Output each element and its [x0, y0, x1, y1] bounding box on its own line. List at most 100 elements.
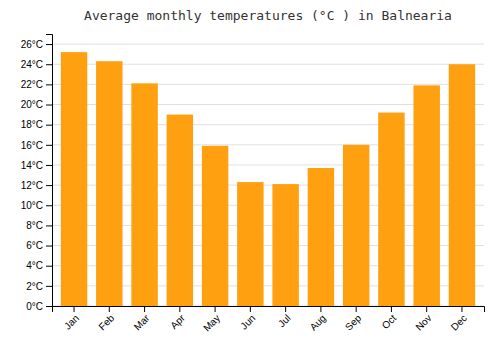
y-tick-label: 8°C	[26, 220, 43, 231]
y-tick: 24°C	[21, 59, 52, 70]
x-tick-mark	[426, 306, 427, 312]
y-tick: 4°C	[26, 260, 52, 271]
y-tick-label: 18°C	[21, 119, 43, 130]
bar	[308, 168, 334, 306]
y-tick-mark	[46, 286, 52, 287]
x-tick: Mar	[132, 306, 152, 332]
y-tick-label: 26°C	[21, 39, 43, 50]
x-tick-mark	[109, 306, 110, 312]
x-tick-mark	[179, 306, 180, 312]
bar	[237, 182, 263, 306]
x-tick-label: Aug	[308, 312, 328, 332]
x-tick-label: Apr	[168, 312, 187, 331]
x-tick: May	[201, 306, 222, 334]
x-tick: Oct	[380, 306, 399, 331]
bar	[272, 184, 298, 306]
y-tick: 20°C	[21, 99, 52, 110]
y-tick-label: 6°C	[26, 240, 43, 251]
y-axis: 0°C 2°C 4°C 6°C 8°C 10°C 12°C 14°C 16°C 18°C 20°C 2…	[21, 35, 53, 312]
y-tick: 18°C	[21, 119, 52, 130]
y-tick-mark	[46, 105, 52, 106]
x-tick-label: Dec	[449, 312, 469, 332]
y-tick-mark	[46, 64, 52, 65]
y-tick-mark	[46, 185, 52, 186]
bar	[131, 83, 157, 306]
grid	[52, 44, 484, 306]
y-tick: 12°C	[21, 180, 52, 191]
y-tick-label: 12°C	[21, 180, 43, 191]
y-tick-label: 2°C	[26, 281, 43, 292]
y-tick: 6°C	[26, 240, 52, 251]
y-tick: 26°C	[21, 39, 52, 50]
title: Average monthly temperatures (°C ) in Ba…	[84, 8, 452, 23]
y-tick-mark	[46, 306, 52, 307]
bar	[96, 61, 122, 306]
x-tick: Jul	[276, 306, 293, 329]
y-tick: 2°C	[26, 281, 52, 292]
y-tick-mark	[46, 125, 52, 126]
x-tick-mark	[356, 306, 357, 312]
plot: 0°C 2°C 4°C 6°C 8°C 10°C 12°C 14°C 16°C 18°C 20°C 2…	[21, 35, 485, 334]
bar	[343, 145, 369, 306]
x-tick-label: Jan	[62, 312, 81, 331]
y-tick-mark	[46, 266, 52, 267]
x-tick: Nov	[413, 306, 433, 333]
y-tick-mark	[46, 84, 52, 85]
x-tick-mark	[391, 306, 392, 312]
x-tick-label: Oct	[380, 312, 399, 331]
x-tick: Aug	[308, 306, 328, 333]
bar	[449, 64, 475, 306]
x-tick-mark	[74, 306, 75, 312]
x-axis: Jan Feb Mar Apr May Jun Jul Aug Sep Oct Nov Dec	[53, 306, 485, 334]
x-tick-label: Jun	[238, 312, 257, 331]
y-tick-label: 10°C	[21, 200, 43, 211]
x-tick-label: May	[201, 312, 222, 333]
y-tick-label: 4°C	[26, 260, 43, 271]
x-tick-label: Sep	[343, 312, 364, 333]
x-tick-mark	[250, 306, 251, 312]
x-tick: Jan	[62, 306, 81, 332]
y-tick-mark	[46, 246, 52, 247]
y-tick-mark	[46, 165, 52, 166]
y-tick-mark	[46, 145, 52, 146]
bar	[378, 113, 404, 306]
x-tick-mark	[320, 306, 321, 312]
y-tick-mark	[46, 205, 52, 206]
y-tick-label: 14°C	[21, 160, 43, 171]
x-tick: Apr	[168, 306, 187, 331]
x-tick-label: Nov	[413, 312, 433, 332]
x-tick-label: Mar	[132, 312, 152, 332]
chart: 0°C 2°C 4°C 6°C 8°C 10°C 12°C 14°C 16°C 18°C 20°C 2…	[0, 0, 500, 350]
y-tick-label: 22°C	[21, 79, 43, 90]
x-tick: Dec	[449, 306, 469, 333]
bar	[413, 85, 439, 306]
axis-domain	[53, 307, 485, 313]
y-tick: 8°C	[26, 220, 52, 231]
x-tick-mark	[215, 306, 216, 312]
y-tick-label: 24°C	[21, 59, 43, 70]
x-tick-label: Jul	[276, 312, 293, 329]
bars	[61, 52, 475, 306]
y-tick: 10°C	[21, 200, 52, 211]
x-tick-mark	[461, 306, 462, 312]
y-tick-label: 16°C	[21, 140, 43, 151]
bar	[61, 52, 87, 306]
bar	[167, 115, 193, 306]
x-tick: Sep	[343, 306, 364, 333]
grid-line	[52, 44, 484, 45]
y-tick-label: 0°C	[26, 301, 43, 312]
y-tick-mark	[46, 225, 52, 226]
y-tick: 16°C	[21, 140, 52, 151]
y-tick: 22°C	[21, 79, 52, 90]
x-tick-label: Feb	[96, 312, 116, 332]
x-tick: Feb	[96, 306, 116, 332]
x-tick: Jun	[238, 306, 257, 332]
axis-domain	[46, 35, 53, 307]
x-tick-mark	[144, 306, 145, 312]
bar	[202, 146, 228, 306]
y-tick-label: 20°C	[21, 99, 43, 110]
y-tick-mark	[46, 44, 52, 45]
x-tick-mark	[285, 306, 286, 312]
y-tick: 0°C	[26, 301, 52, 312]
y-tick: 14°C	[21, 160, 52, 171]
